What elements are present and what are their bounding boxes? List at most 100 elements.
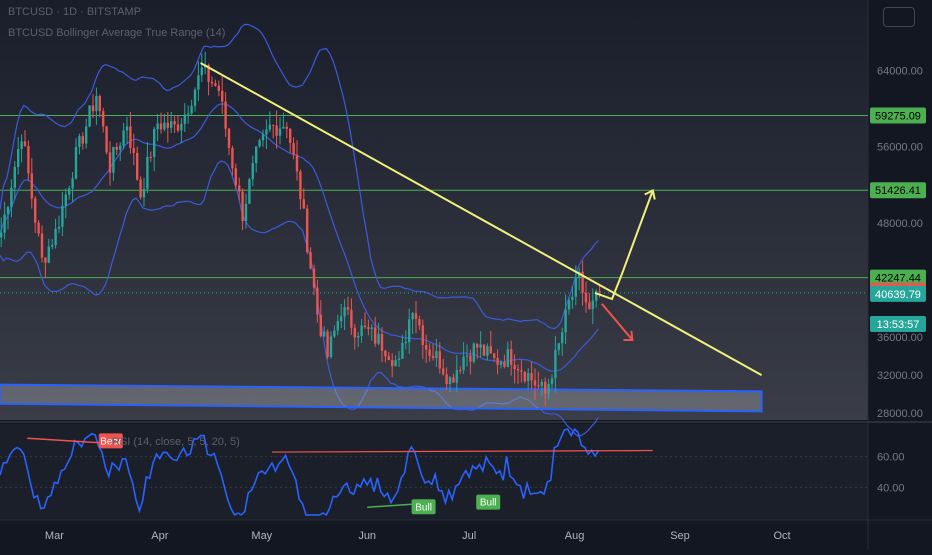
price-tick-label: 48000.00 [877,218,923,230]
candle [340,316,343,322]
candle [533,380,537,386]
candle [136,152,139,180]
candle [510,349,513,365]
candle [3,214,6,233]
candle [465,355,469,357]
candle [442,368,445,375]
candle [149,156,152,158]
price-tag-text: 13:53:57 [877,319,920,331]
candle [530,373,533,381]
candle [108,152,112,173]
indicator-label[interactable]: BTCUSD Bollinger Average True Range (14) [8,27,226,39]
candle [448,377,452,385]
candle [255,146,258,164]
candle [482,344,486,356]
price-tick-label: 56000.00 [877,142,923,154]
candle [231,147,234,169]
candle [418,319,421,326]
rsi-label[interactable]: RSI (14, close, 5, 5, 20, 5) [112,436,240,448]
candle [78,136,81,148]
candle [44,257,47,263]
price-tag-1: 51426.41 [870,182,926,199]
rsi-line [0,427,600,517]
candle [146,156,149,189]
candle [425,345,428,350]
price-tick-label: 32000.00 [877,370,923,382]
candle [207,64,210,82]
candle [282,126,285,129]
candle [452,377,455,383]
candle [95,96,98,112]
price-tick-label: 64000.00 [877,66,923,78]
candle [370,327,373,329]
candle [272,124,275,126]
candle [81,136,84,144]
price-tag-bg [870,316,926,333]
time-tick-label: Mar [45,530,64,542]
rsi-tick-label: 40.00 [877,482,905,494]
candle [326,331,329,358]
divergence-label-bear: Bear [98,433,123,449]
candle [74,147,78,179]
candle [567,300,571,310]
candle [537,385,540,387]
candle [380,333,384,351]
candle [299,171,302,200]
candle [115,147,118,150]
candle [119,145,122,150]
bollinger-upper [0,23,599,330]
candle [343,307,346,317]
candle [479,344,482,348]
candle [0,232,3,238]
price-tag-bg [870,285,926,302]
candle [27,145,30,174]
candle [323,331,326,337]
candle [435,351,438,359]
candle [329,336,333,358]
candle [489,346,492,354]
candle [397,358,401,361]
candle [302,199,305,209]
candle [268,124,271,130]
candle [367,326,370,329]
candle [261,134,265,141]
candle [102,111,105,127]
candle [445,374,448,385]
candle [598,291,601,293]
price-tag-2: 42247.44 [870,269,926,286]
candle [499,361,503,365]
candle [394,360,397,367]
candle [574,278,577,297]
divergence-label-text: Bull [415,502,432,513]
chart-settings-button[interactable] [883,7,915,27]
candle [486,346,489,356]
candle [292,142,295,155]
candle [363,325,367,327]
candle [30,173,33,199]
candle [309,252,312,269]
candle [224,101,227,129]
candle [64,194,67,206]
candle [197,75,200,90]
candle [47,246,50,263]
candle [411,313,414,320]
candle [295,154,299,172]
candle [431,355,435,359]
time-tick-label: Aug [565,530,585,542]
candle [391,360,394,367]
candle [180,123,183,131]
divergence-label-text: Bear [100,436,122,447]
candle [129,126,132,149]
symbol-title[interactable]: BTCUSD · 1D · BITSTAMP [8,6,142,18]
candle [98,96,101,112]
divergence-label-bg [411,499,436,515]
candle [88,105,91,127]
candle [503,361,506,367]
candle [275,125,278,136]
candle [227,128,231,148]
projection-up-arrowhead [644,189,656,200]
divergence-label-bull: Bull [476,494,501,510]
price-tag-4: 40639.79 [870,285,926,302]
